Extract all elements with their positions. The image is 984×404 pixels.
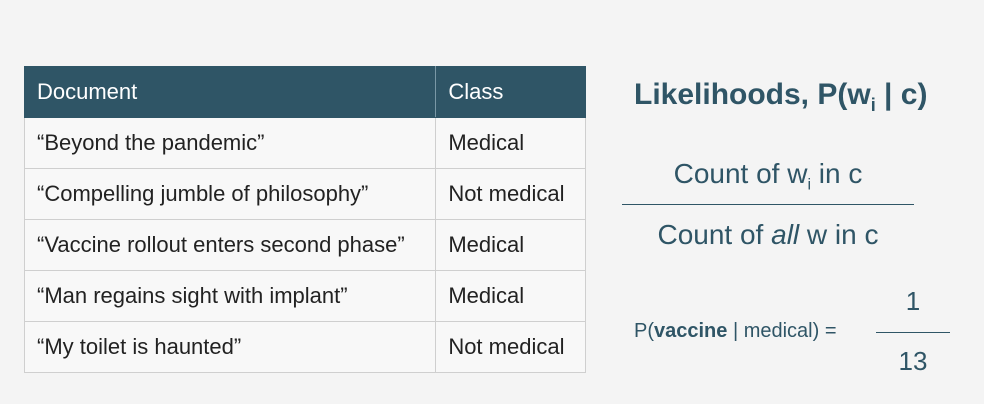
table-header-row: Document Class bbox=[23, 66, 586, 118]
class-cell: Medical bbox=[435, 219, 586, 271]
table-row: “My toilet is haunted” Not medical bbox=[23, 321, 586, 373]
class-cell: Medical bbox=[435, 270, 586, 322]
formula-denominator-prefix: Count of bbox=[657, 219, 772, 250]
formula-numerator-subscript: i bbox=[807, 176, 812, 194]
document-cell: “My toilet is haunted” bbox=[23, 321, 437, 373]
table-row: “Beyond the pandemic” Medical bbox=[23, 117, 586, 169]
example-label-suffix: | medical) = bbox=[727, 320, 837, 342]
likelihood-title-subscript: i bbox=[870, 95, 876, 115]
class-cell: Not medical bbox=[435, 168, 586, 220]
formula-numerator: Count of wi in c bbox=[620, 158, 916, 195]
example-label-prefix: P( bbox=[634, 320, 654, 342]
document-cell: “Beyond the pandemic” bbox=[23, 117, 437, 169]
likelihood-title: Likelihoods, P(wi | c) bbox=[634, 78, 927, 116]
formula-denominator-suffix: w in c bbox=[799, 219, 879, 250]
class-cell: Medical bbox=[435, 117, 586, 169]
class-cell: Not medical bbox=[435, 321, 586, 373]
column-header-class: Class bbox=[435, 66, 586, 118]
likelihood-title-suffix: | c) bbox=[875, 78, 928, 111]
example-probability-label: P(vaccine | medical) = bbox=[634, 320, 837, 343]
document-cell: “Man regains sight with implant” bbox=[23, 270, 437, 322]
example-label-word: vaccine bbox=[654, 320, 728, 342]
example-denominator: 13 bbox=[898, 346, 928, 376]
example-fraction-bar bbox=[876, 332, 950, 333]
column-header-document: Document bbox=[23, 66, 437, 118]
table-row: “Compelling jumble of philosophy” Not me… bbox=[23, 168, 586, 220]
formula-denominator-emphasis: all bbox=[771, 219, 800, 250]
table-row: “Man regains sight with implant” Medical bbox=[23, 270, 586, 322]
formula-numerator-prefix: Count of w bbox=[673, 158, 808, 189]
table-row: “Vaccine rollout enters second phase” Me… bbox=[23, 219, 586, 271]
documents-table: Document Class “Beyond the pandemic” Med… bbox=[23, 66, 586, 373]
formula-fraction-bar bbox=[622, 204, 914, 205]
formula-numerator-suffix: in c bbox=[811, 158, 863, 189]
document-cell: “Vaccine rollout enters second phase” bbox=[23, 219, 437, 271]
example-numerator: 1 bbox=[905, 286, 921, 316]
document-cell: “Compelling jumble of philosophy” bbox=[23, 168, 437, 220]
formula-denominator: Count of all w in c bbox=[620, 219, 916, 251]
likelihood-title-prefix: Likelihoods, P(w bbox=[634, 78, 871, 111]
